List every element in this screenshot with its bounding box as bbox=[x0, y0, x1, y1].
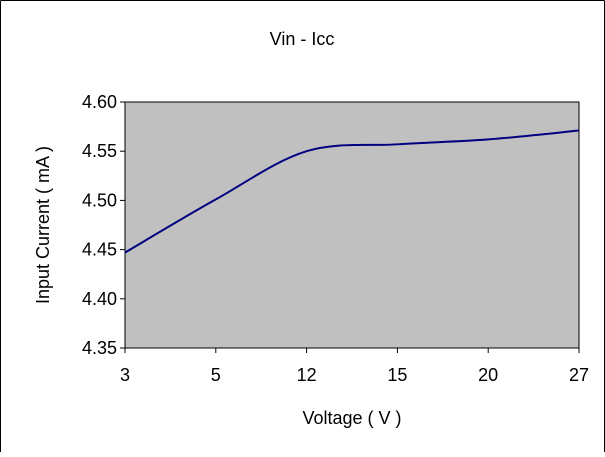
y-axis: 4.35 4.40 4.45 4.50 4.55 4.60 bbox=[82, 92, 125, 358]
y-tick-label: 4.50 bbox=[82, 190, 117, 210]
y-axis-label: Input Current ( mA ) bbox=[33, 146, 53, 304]
x-axis-label: Voltage ( V ) bbox=[302, 408, 401, 428]
y-tick-label: 4.35 bbox=[82, 338, 117, 358]
x-tick-label: 3 bbox=[120, 365, 130, 385]
x-tick-label: 5 bbox=[211, 365, 221, 385]
y-tick-label: 4.45 bbox=[82, 240, 117, 260]
y-tick-label: 4.40 bbox=[82, 289, 117, 309]
y-tick-label: 4.60 bbox=[82, 92, 117, 112]
series-line bbox=[124, 129, 580, 254]
x-tick-label: 20 bbox=[478, 365, 498, 385]
x-tick-label: 15 bbox=[387, 365, 407, 385]
plot-area bbox=[124, 101, 580, 349]
x-axis: 3 5 12 15 20 27 bbox=[120, 348, 589, 385]
series-layer bbox=[124, 129, 580, 254]
x-tick-label: 27 bbox=[569, 365, 589, 385]
x-tick-label: 12 bbox=[297, 365, 317, 385]
y-tick-label: 4.55 bbox=[82, 141, 117, 161]
chart-title: Vin - Icc bbox=[270, 29, 335, 49]
